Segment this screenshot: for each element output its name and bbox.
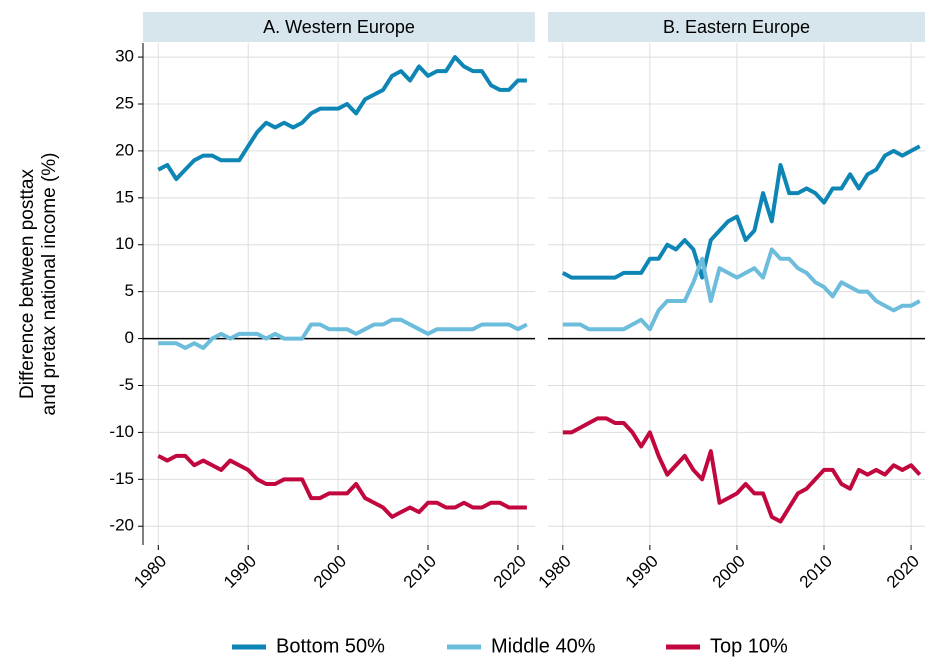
legend-label: Bottom 50% [276, 635, 385, 657]
y-tick-label: 10 [115, 234, 134, 253]
legend-label: Middle 40% [491, 635, 596, 657]
series-line [562, 247, 921, 332]
y-tick-label: 20 [115, 140, 134, 159]
series-line [158, 317, 528, 350]
y-tick-label: -20 [109, 516, 134, 535]
y-tick-label: 5 [125, 281, 134, 300]
series-line [562, 416, 922, 524]
y-tick-label: -5 [119, 375, 134, 394]
panel-title: A. Western Europe [263, 17, 415, 37]
panel-header [143, 12, 535, 42]
panel-header [548, 12, 925, 42]
panel-title: B. Eastern Europe [663, 17, 810, 37]
y-tick-label: 25 [115, 93, 134, 112]
series-line [561, 144, 921, 280]
y-tick-label: -15 [109, 469, 134, 488]
y-tick-label: 30 [115, 47, 134, 66]
y-axis-label: Difference between posttax [17, 169, 38, 399]
y-tick-label: 0 [125, 328, 134, 347]
legend-label: Top 10% [710, 635, 788, 657]
y-tick-label: 15 [115, 187, 134, 206]
series-line [157, 55, 527, 182]
y-axis-label: and pretax national income (%) [39, 153, 60, 416]
y-tick-label: -10 [109, 422, 134, 441]
series-line [157, 453, 527, 519]
